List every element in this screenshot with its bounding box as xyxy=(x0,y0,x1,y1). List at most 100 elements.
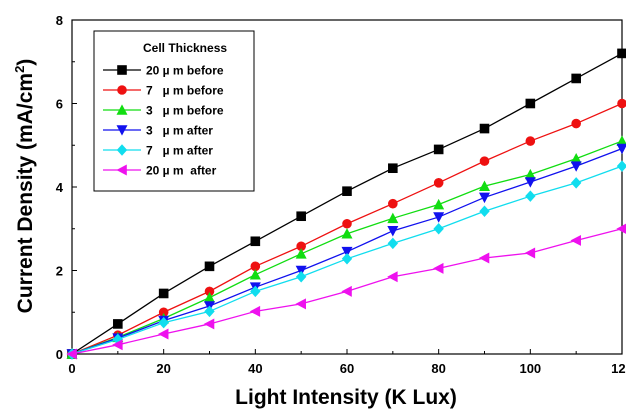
data-point xyxy=(387,271,398,283)
data-point xyxy=(570,177,582,189)
legend-item: 3 µ m after xyxy=(103,124,213,138)
x-tick-label: 80 xyxy=(431,361,445,376)
data-point xyxy=(433,198,445,210)
data-point xyxy=(296,211,306,222)
data-point xyxy=(341,246,353,258)
data-point xyxy=(341,285,352,297)
series-5 xyxy=(66,160,626,360)
data-point xyxy=(524,247,536,259)
data-point xyxy=(342,218,352,229)
y-axis-title-close: ) xyxy=(14,59,37,66)
data-point xyxy=(617,98,626,109)
data-point xyxy=(204,305,215,318)
y-axis-ticks: 0 2 4 6 8 xyxy=(56,13,77,362)
data-point xyxy=(525,136,536,146)
data-point xyxy=(525,190,536,202)
y-tick-label: 8 xyxy=(56,13,63,28)
legend-item: 3 µ m before xyxy=(103,104,224,118)
data-point xyxy=(204,261,215,272)
data-point xyxy=(341,253,353,265)
data-point xyxy=(479,180,490,191)
data-point xyxy=(616,160,626,172)
x-tick-label: 40 xyxy=(248,361,262,376)
data-point xyxy=(616,143,626,155)
data-point xyxy=(203,318,215,330)
data-point xyxy=(295,271,307,283)
data-point xyxy=(66,348,77,360)
data-point xyxy=(250,236,261,247)
legend: Cell Thickness 20 µ m before 7 µ m before… xyxy=(93,30,255,192)
data-point xyxy=(158,328,169,340)
data-point xyxy=(479,192,490,204)
series-6 xyxy=(66,223,626,360)
data-point xyxy=(479,123,490,134)
data-point xyxy=(387,226,399,237)
x-axis-title: Light Intensity (K Lux) xyxy=(235,386,457,409)
data-point xyxy=(295,248,307,259)
legend-label: 7 µ m after xyxy=(146,144,213,158)
data-point xyxy=(113,319,123,329)
legend-label: 20 µ m before xyxy=(146,64,224,78)
legend-label: 3 µ m after xyxy=(146,124,213,138)
data-point xyxy=(250,285,261,298)
legend-label: 20 µ m after xyxy=(146,164,217,178)
y-tick-label: 6 xyxy=(56,97,63,112)
x-tick-label: 0 xyxy=(68,361,75,376)
y-axis-title: Current Density (mA/cm2) xyxy=(12,59,37,314)
data-point xyxy=(249,305,261,317)
data-point xyxy=(249,269,261,280)
data-point xyxy=(112,339,123,351)
data-point xyxy=(158,288,169,299)
legend-item: 20 µ m after xyxy=(103,164,217,178)
data-point xyxy=(387,237,399,250)
y-tick-label: 2 xyxy=(56,264,63,279)
x-tick-label: 20 xyxy=(156,361,170,376)
legend-swatch-marker xyxy=(116,104,128,115)
legend-label: 7 µ m before xyxy=(146,84,224,98)
data-point xyxy=(388,163,398,174)
data-point xyxy=(479,156,490,166)
data-point xyxy=(524,177,536,188)
data-point xyxy=(433,212,445,223)
y-axis-title-main: Current Density (mA/cm xyxy=(14,73,37,313)
legend-title: Cell Thickness xyxy=(143,41,227,55)
data-point xyxy=(617,48,626,59)
y-axis-title-superscript: 2 xyxy=(12,66,27,73)
data-point xyxy=(295,298,306,310)
x-tick-label: 120 xyxy=(611,361,626,376)
legend-item: 20 µ m before xyxy=(103,64,224,78)
x-tick-label: 60 xyxy=(340,361,354,376)
legend-swatch-marker xyxy=(117,85,127,95)
legend-item: 7 µ m after xyxy=(103,144,213,158)
data-point xyxy=(388,198,398,209)
legend-swatch-marker xyxy=(117,65,127,75)
data-point xyxy=(433,262,444,274)
data-point xyxy=(433,178,444,188)
data-point xyxy=(570,234,581,246)
data-point xyxy=(616,223,626,234)
data-point xyxy=(478,252,490,264)
legend-label: 3 µ m before xyxy=(146,104,224,118)
series-group xyxy=(66,48,626,360)
x-tick-label: 100 xyxy=(519,361,541,376)
legend-swatch-marker xyxy=(116,125,128,136)
y-tick-label: 4 xyxy=(56,180,64,195)
data-point xyxy=(342,186,352,196)
data-point xyxy=(479,205,490,217)
data-point xyxy=(387,212,399,224)
data-point xyxy=(295,265,307,277)
legend-swatch-marker xyxy=(116,144,128,156)
data-point xyxy=(341,228,353,239)
y-tick-label: 0 xyxy=(56,347,63,362)
legend-items: 20 µ m before 7 µ m before 3 µ m before 3 µ… xyxy=(103,64,224,178)
data-point xyxy=(571,118,581,129)
legend-item: 7 µ m before xyxy=(103,84,224,98)
legend-swatch-marker xyxy=(116,164,127,176)
data-point xyxy=(433,144,444,155)
data-point xyxy=(525,98,536,109)
data-point xyxy=(570,161,582,172)
data-point xyxy=(158,316,169,329)
x-axis-ticks: 0 20 40 60 80 100 120 xyxy=(68,349,626,376)
data-point xyxy=(433,223,444,235)
